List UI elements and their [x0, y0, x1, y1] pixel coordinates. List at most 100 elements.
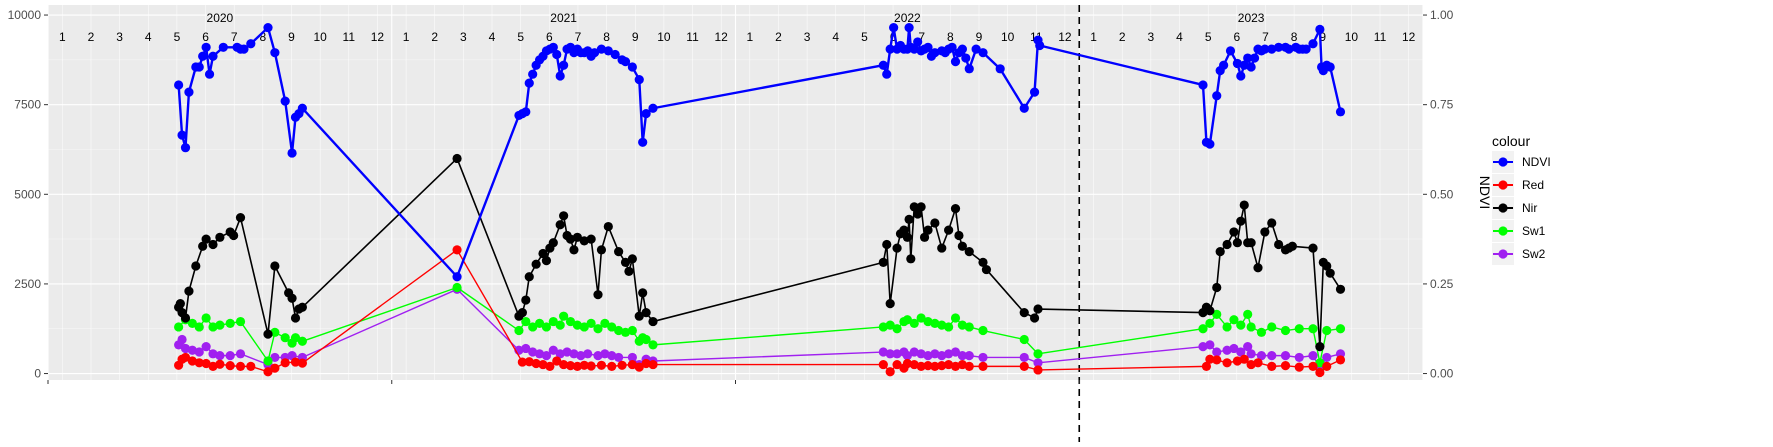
- data-point-sw1: [950, 313, 961, 323]
- data-point-sw2: [878, 347, 888, 357]
- y2-axis-title: NDVI: [1477, 176, 1493, 209]
- legend-key-point: [1498, 157, 1508, 167]
- data-point-sw1: [620, 327, 631, 337]
- data-point-nir: [184, 286, 194, 296]
- data-point-nir: [885, 299, 895, 309]
- data-point-sw1: [1335, 324, 1346, 334]
- data-point-nir: [954, 230, 964, 241]
- data-point-ndvi: [1308, 39, 1318, 49]
- data-point-nir: [916, 202, 926, 212]
- data-point-sw1: [885, 320, 895, 330]
- data-point-sw2: [180, 343, 191, 354]
- data-point-ndvi: [184, 87, 194, 97]
- data-point-red: [586, 361, 596, 371]
- data-point-red: [944, 359, 954, 370]
- data-point-nir: [541, 256, 552, 266]
- data-point-sw1: [521, 316, 531, 327]
- data-point-ndvi: [882, 69, 892, 79]
- data-point-red: [641, 358, 651, 369]
- month-label: 8: [1291, 30, 1298, 44]
- data-point-sw1: [1198, 324, 1208, 334]
- data-point-nir: [1315, 342, 1325, 352]
- data-point-sw2: [978, 352, 988, 363]
- data-point-sw1: [452, 282, 462, 293]
- data-point-sw2: [1308, 351, 1318, 361]
- data-point-sw2: [1236, 347, 1246, 357]
- data-point-sw2: [944, 349, 954, 359]
- data-point-nir: [1308, 243, 1318, 253]
- month-label: 2: [88, 30, 95, 44]
- data-point-sw2: [541, 351, 552, 361]
- data-point-sw1: [1212, 309, 1222, 319]
- data-point-nir: [180, 313, 191, 323]
- data-point-ndvi: [648, 103, 658, 113]
- month-label: 10: [1001, 30, 1015, 44]
- data-point-ndvi: [596, 44, 607, 54]
- data-point-sw1: [187, 318, 197, 328]
- legend-item-red: Red: [1492, 174, 1544, 196]
- data-point-sw2: [562, 347, 572, 357]
- data-point-sw2: [1256, 351, 1267, 361]
- data-point-sw1: [916, 313, 926, 323]
- data-point-sw2: [555, 349, 565, 359]
- data-point-sw2: [1246, 349, 1256, 359]
- data-point-sw1: [290, 333, 301, 343]
- month-label: 7: [1262, 30, 1269, 44]
- data-point-sw1: [593, 324, 603, 334]
- data-point-nir: [1246, 238, 1256, 248]
- data-point-sw1: [1267, 322, 1277, 332]
- data-point-ndvi: [1274, 42, 1284, 52]
- month-label: 12: [714, 30, 728, 44]
- y2-tick-label: 1.00: [1430, 8, 1454, 22]
- data-point-red: [194, 358, 204, 368]
- month-label: 6: [1233, 30, 1240, 44]
- legend-title: colour: [1492, 133, 1530, 149]
- data-point-nir: [290, 313, 301, 323]
- data-point-nir: [1033, 304, 1043, 314]
- data-point-nir: [1029, 313, 1040, 323]
- data-point-ndvi: [1019, 103, 1029, 113]
- data-point-ndvi: [1325, 62, 1335, 72]
- data-point-nir: [208, 239, 218, 250]
- data-point-nir: [555, 220, 565, 230]
- month-label: 9: [288, 30, 295, 44]
- data-point-sw2: [569, 349, 579, 359]
- data-point-red: [517, 357, 527, 367]
- data-point-ndvi: [904, 22, 914, 33]
- data-point-sw1: [541, 322, 552, 332]
- data-point-ndvi: [297, 103, 307, 113]
- data-point-ndvi: [627, 62, 637, 72]
- data-point-nir: [517, 308, 527, 318]
- data-point-sw1: [215, 320, 225, 330]
- data-point-ndvi: [177, 130, 187, 140]
- data-point-sw2: [548, 345, 558, 355]
- data-point-ndvi: [620, 57, 631, 67]
- data-point-sw1: [225, 318, 235, 328]
- data-point-sw1: [297, 336, 307, 346]
- legend-key-point: [1498, 203, 1508, 213]
- month-label: 9: [1319, 30, 1326, 44]
- data-point-red: [579, 360, 589, 370]
- data-point-nir: [593, 290, 603, 300]
- data-point-sw2: [930, 349, 940, 359]
- data-point-sw2: [1322, 352, 1332, 363]
- data-point-sw1: [964, 322, 974, 332]
- data-point-red: [225, 361, 235, 371]
- data-point-ndvi: [913, 37, 923, 47]
- data-point-nir: [1215, 247, 1225, 257]
- data-point-ndvi: [1212, 91, 1222, 101]
- data-point-nir: [899, 225, 909, 235]
- series-line-nir: [177, 157, 1342, 348]
- data-point-ndvi: [239, 44, 249, 54]
- data-point-sw1: [1256, 327, 1267, 337]
- data-point-sw1: [194, 322, 204, 332]
- data-point-sw2: [583, 349, 593, 359]
- data-point-ndvi: [208, 51, 218, 61]
- data-point-sw1: [909, 318, 919, 328]
- month-label: 12: [1058, 30, 1072, 44]
- data-point-nir: [215, 232, 225, 242]
- data-point-sw1: [559, 311, 569, 321]
- data-point-red: [1267, 361, 1277, 371]
- data-point-red: [634, 362, 644, 372]
- data-point-nir: [944, 225, 954, 235]
